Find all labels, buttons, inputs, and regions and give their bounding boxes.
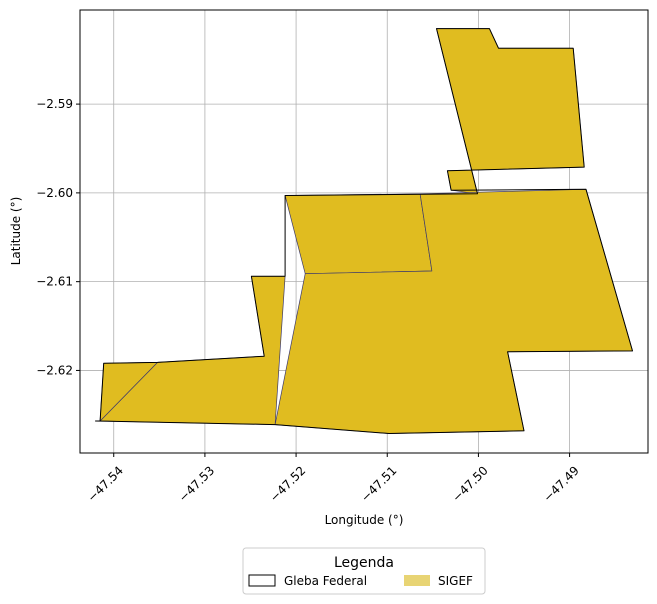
y-axis-label: Latitude (°) bbox=[9, 197, 23, 266]
y-tick-label-3: −2.62 bbox=[36, 363, 73, 377]
y-axis-ticks: −2.59 −2.60 −2.61 −2.62 bbox=[36, 97, 80, 377]
legend-swatch-gleba-federal bbox=[248, 574, 276, 587]
legend-label-sigef: SIGEF bbox=[438, 574, 473, 588]
x-axis-label: Longitude (°) bbox=[325, 513, 404, 527]
plot-frame bbox=[79, 9, 649, 454]
legend-title: Legenda bbox=[334, 555, 394, 571]
y-tick-label-1: −2.60 bbox=[36, 186, 73, 200]
sigef-parcel-1 bbox=[284, 193, 433, 275]
legend: Legenda Gleba Federal SIGEF bbox=[242, 547, 486, 595]
gleba-federal-boundary bbox=[95, 28, 633, 434]
gleba-federal-layer bbox=[95, 28, 633, 434]
y-tick-label-0: −2.59 bbox=[36, 97, 73, 111]
legend-swatch-sigef bbox=[404, 575, 430, 586]
y-tick-label-2: −2.61 bbox=[36, 275, 73, 289]
legend-label-gleba-federal: Gleba Federal bbox=[284, 574, 367, 588]
